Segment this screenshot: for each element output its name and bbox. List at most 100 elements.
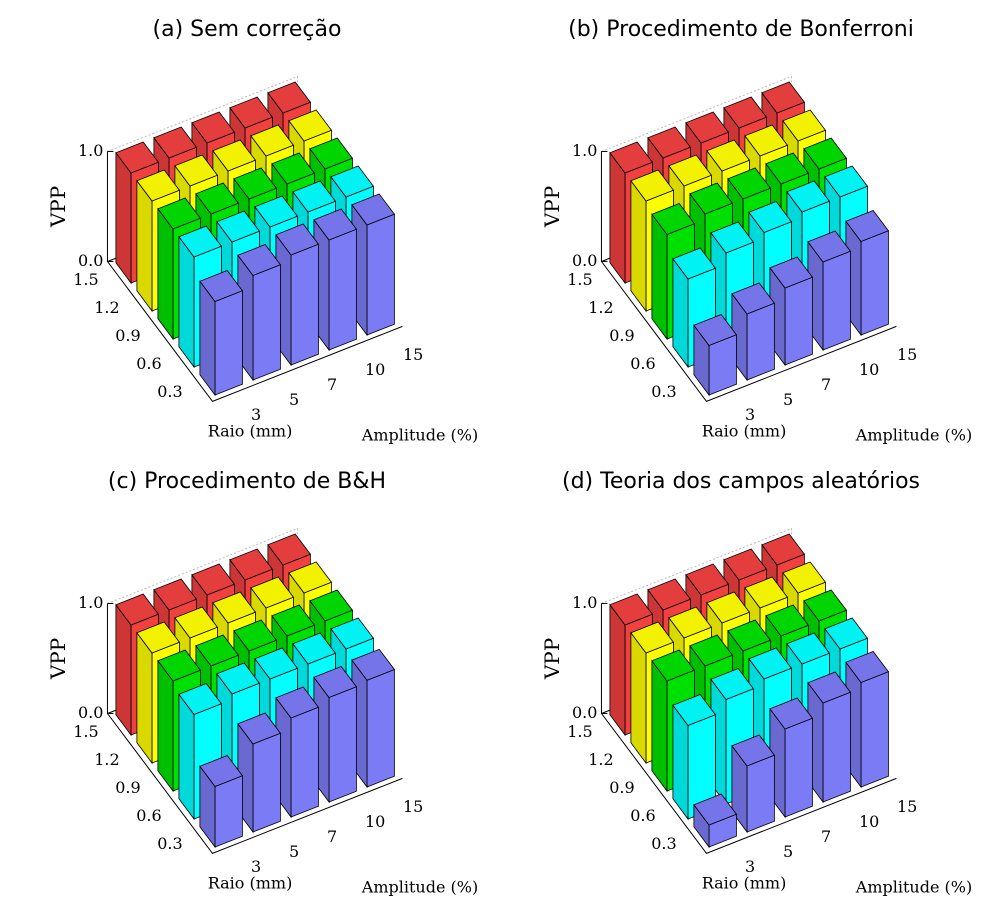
bar-front <box>822 691 851 803</box>
bar-top <box>195 182 240 215</box>
y-tick-label: 10 <box>365 360 385 379</box>
x-tick-label: 0.6 <box>630 354 655 373</box>
y-axis-label: Amplitude (%) <box>855 878 972 897</box>
bar-top <box>845 651 890 683</box>
bar-front <box>784 276 813 366</box>
bar-side <box>609 151 626 285</box>
bar-top <box>647 126 692 159</box>
bar-top <box>178 683 223 715</box>
x-axis-label: Raio (mm) <box>702 874 787 893</box>
bar-top <box>769 697 814 730</box>
bar-front <box>328 228 357 351</box>
x-tick-label: 1.5 <box>73 722 98 741</box>
y-tick-label: 5 <box>783 842 793 861</box>
bar-side <box>651 659 668 793</box>
bar-top <box>157 197 202 230</box>
z-axis-label: VPP <box>540 186 564 228</box>
bar <box>769 256 814 367</box>
bar-top <box>212 591 257 624</box>
x-tick-label: 0.9 <box>115 778 140 797</box>
z-tick-label: 1.0 <box>572 141 597 160</box>
bar-top <box>174 606 219 639</box>
bar-top <box>250 576 295 609</box>
panel: (c) Procedimento de B&H 0.0 1.0 VPP 0.3 0.6 0.… <box>46 469 478 897</box>
x-tick-label: 1.2 <box>94 298 119 317</box>
bar-top <box>254 195 299 228</box>
bar-top <box>115 141 160 174</box>
bar <box>731 734 776 834</box>
x-tick-label: 0.6 <box>136 354 161 373</box>
x-tick-label: 1.5 <box>567 722 592 741</box>
x-tick-label: 1.5 <box>567 270 592 289</box>
x-tick-label: 0.3 <box>157 834 182 853</box>
bar-top <box>706 139 751 172</box>
bar <box>693 793 738 849</box>
y-tick-label: 10 <box>365 812 385 831</box>
bar-top <box>786 632 831 665</box>
bar-top <box>195 634 240 667</box>
bar-top <box>237 712 282 745</box>
bar-top <box>174 154 219 187</box>
bar-top <box>668 606 713 639</box>
bar-front <box>366 668 395 788</box>
bar <box>199 755 244 849</box>
bar-top <box>292 180 337 213</box>
y-tick-label: 3 <box>745 405 755 424</box>
bar-top <box>351 648 396 681</box>
bar-top <box>330 165 375 198</box>
bar-top <box>845 210 890 242</box>
bar-top <box>309 137 354 170</box>
y-tick-label: 3 <box>745 857 755 876</box>
chart-title: (a) Sem correção <box>153 17 342 42</box>
bar-top <box>250 124 295 157</box>
bar <box>275 686 320 819</box>
y-tick-label: 10 <box>859 812 879 831</box>
bar-top <box>136 621 181 654</box>
x-axis-label: Raio (mm) <box>208 422 293 441</box>
bar-side <box>157 207 174 341</box>
y-tick-label: 3 <box>251 857 261 876</box>
y-tick-label: 7 <box>327 375 337 394</box>
chart-title: (b) Procedimento de Bonferroni <box>568 17 914 42</box>
x-tick-label: 0.6 <box>136 806 161 825</box>
bar-top <box>761 533 806 566</box>
bar <box>845 651 890 789</box>
z-axis-label: VPP <box>540 638 564 680</box>
bar-top <box>824 165 869 198</box>
bar-front <box>252 264 281 381</box>
x-tick-label: 0.9 <box>609 778 634 797</box>
bar-top <box>292 632 337 665</box>
y-tick-label: 7 <box>821 375 831 394</box>
bar-top <box>191 563 236 596</box>
y-tick-label: 5 <box>289 390 299 409</box>
bar-top <box>313 666 358 698</box>
bar-side <box>630 179 647 313</box>
bar-top <box>630 169 675 202</box>
bar-top <box>727 619 772 652</box>
bar-top <box>233 619 278 652</box>
y-axis-label: Amplitude (%) <box>361 426 478 445</box>
bar-top <box>115 593 160 626</box>
bar-top <box>330 617 375 650</box>
z-tick-label: 0.0 <box>572 251 597 270</box>
bar-top <box>313 208 358 241</box>
bar <box>731 282 776 382</box>
x-tick-label: 0.6 <box>630 806 655 825</box>
z-axis-label: VPP <box>46 186 70 228</box>
bar-top <box>216 210 261 243</box>
y-tick-label: 3 <box>251 405 261 424</box>
bar-side <box>178 235 195 369</box>
bar-top <box>288 109 333 142</box>
bar-top <box>153 578 198 611</box>
bar-front <box>366 213 395 336</box>
bar <box>275 223 320 367</box>
x-tick-label: 0.3 <box>157 382 182 401</box>
bar-front <box>214 775 243 848</box>
bar-top <box>609 141 654 174</box>
bar-top <box>672 247 717 280</box>
bar-top <box>689 182 734 215</box>
bar-top <box>668 154 713 187</box>
bar-front <box>214 290 243 396</box>
x-tick-label: 1.2 <box>588 298 613 317</box>
y-tick-label: 7 <box>821 827 831 846</box>
